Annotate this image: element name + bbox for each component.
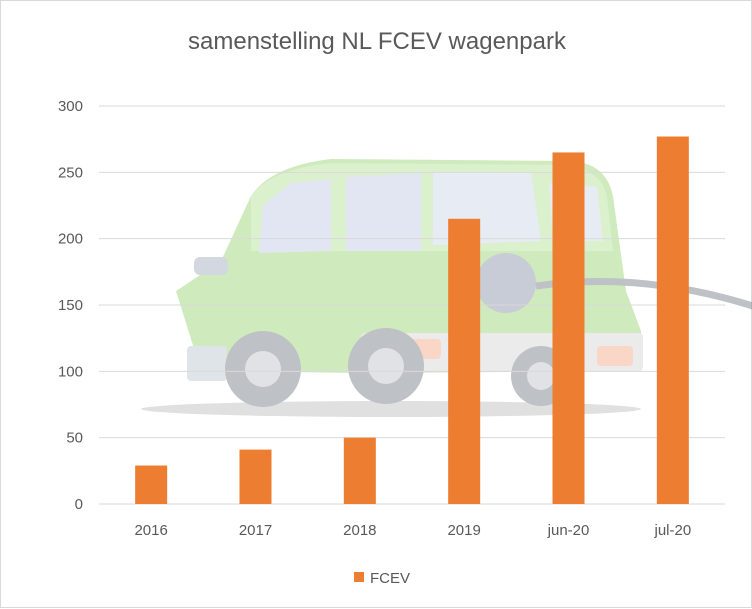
chart-title: samenstelling NL FCEV wagenpark [188, 28, 567, 55]
legend-swatch-fcev [354, 572, 364, 582]
x-axis-ticks: 2016 2017 2018 2019 jun-20 jul-20 [134, 522, 691, 539]
y-tick-label: 150 [58, 297, 83, 314]
y-tick-label: 100 [58, 363, 83, 380]
x-tick-label: 2017 [239, 522, 272, 539]
y-axis-ticks: 0 50 100 150 200 250 300 [58, 98, 83, 513]
y-tick-label: 250 [58, 164, 83, 181]
bar-2016 [135, 465, 168, 504]
bars [135, 136, 689, 504]
y-tick-label: 200 [58, 231, 83, 248]
x-tick-label: 2019 [447, 522, 480, 539]
gridlines [99, 105, 725, 505]
x-tick-label: 2018 [343, 522, 376, 539]
y-tick-label: 300 [58, 98, 83, 115]
y-tick-label: 50 [66, 430, 83, 447]
x-tick-label: 2016 [134, 522, 167, 539]
bar-jun-20 [552, 152, 585, 504]
bar-2019 [448, 218, 481, 504]
bar-2018 [343, 437, 376, 504]
legend: FCEV [354, 570, 410, 587]
legend-label-fcev: FCEV [370, 570, 410, 587]
x-tick-label: jun-20 [547, 522, 590, 539]
bar-jul-20 [656, 136, 689, 504]
bar-2017 [239, 449, 272, 504]
x-tick-label: jul-20 [653, 522, 691, 539]
y-tick-label: 0 [75, 496, 83, 513]
